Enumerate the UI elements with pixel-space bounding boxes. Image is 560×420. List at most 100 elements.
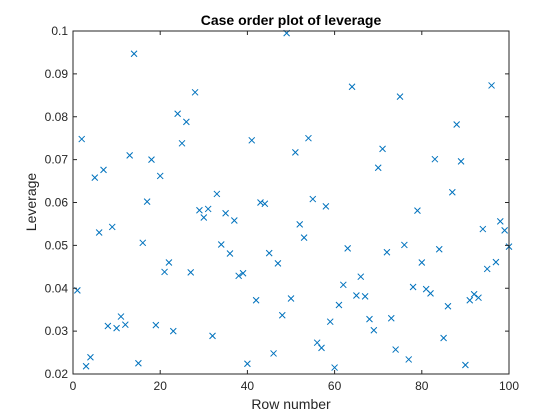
y-tick-label: 0.07 (45, 153, 69, 167)
data-point (401, 241, 408, 249)
data-point (152, 321, 160, 329)
data-point (466, 296, 474, 304)
y-tick-label: 0.02 (45, 367, 69, 381)
data-point (475, 294, 482, 302)
data-point (435, 245, 443, 253)
data-point (135, 359, 142, 367)
x-tick-label: 60 (328, 379, 342, 393)
data-point (448, 188, 456, 196)
data-point (462, 361, 469, 369)
data-point (278, 311, 286, 319)
data-point (156, 172, 164, 180)
data-point (440, 334, 447, 342)
data-point (405, 356, 413, 363)
data-point (200, 214, 208, 221)
data-point (82, 362, 90, 370)
y-tick-label: 0.06 (45, 196, 69, 210)
y-tick-label: 0.05 (45, 238, 69, 252)
data-point (139, 239, 147, 247)
y-tick-label: 0.1 (51, 24, 68, 38)
data-point (483, 265, 491, 273)
data-point (348, 83, 356, 91)
data-point (318, 344, 325, 352)
y-tick-label: 0.08 (45, 110, 69, 124)
data-point (165, 259, 173, 266)
data-point (91, 174, 99, 181)
data-point (335, 301, 343, 309)
data-point (196, 206, 203, 214)
data-point (117, 313, 125, 320)
y-tick-label: 0.04 (45, 281, 69, 295)
data-point (239, 269, 247, 277)
data-point (457, 157, 465, 165)
data-point (126, 151, 134, 159)
data-point (191, 88, 199, 96)
x-tick-label: 40 (241, 379, 255, 393)
data-point (270, 350, 277, 357)
data-point (418, 259, 426, 266)
data-point (174, 110, 181, 118)
data-point (470, 290, 478, 298)
data-point (265, 249, 273, 257)
data-point (296, 221, 304, 228)
data-point (322, 203, 330, 210)
data-point (204, 205, 212, 213)
data-point (453, 121, 461, 128)
data-point (213, 190, 221, 198)
data-point (100, 166, 107, 174)
x-tick-label: 0 (70, 379, 77, 393)
data-point (488, 82, 495, 89)
data-point (178, 139, 186, 147)
data-point (252, 296, 260, 304)
data-point (313, 339, 321, 347)
data-point (366, 315, 373, 323)
data-point (248, 136, 256, 144)
x-tick-label: 20 (154, 379, 168, 393)
data-point (230, 217, 238, 224)
data-point (357, 273, 365, 281)
data-point (222, 209, 229, 217)
x-axis-label: Row number (251, 396, 331, 412)
data-point (496, 218, 504, 225)
data-point (161, 268, 168, 276)
data-point (305, 134, 312, 142)
data-point (431, 155, 439, 163)
data-point (339, 281, 347, 289)
data-point (121, 321, 129, 329)
data-point (130, 50, 138, 58)
data-point (274, 260, 282, 267)
data-point (326, 318, 334, 326)
x-tick-label: 80 (415, 379, 429, 393)
data-point (209, 332, 216, 340)
chart-title: Case order plot of leverage (201, 12, 382, 28)
data-point (444, 302, 452, 310)
data-point (78, 135, 86, 143)
data-point (392, 346, 399, 353)
data-point (501, 227, 508, 234)
data-point (143, 198, 151, 205)
plot-area (73, 31, 509, 374)
data-point (396, 93, 404, 100)
data-point (187, 269, 195, 276)
data-point (374, 164, 382, 172)
data-point (104, 322, 112, 330)
data-point (409, 283, 417, 291)
marker-layer (74, 29, 513, 371)
y-axis-label: Leverage (23, 173, 39, 232)
data-point (353, 292, 360, 299)
data-point (113, 324, 120, 332)
data-point (87, 353, 94, 361)
data-point (292, 148, 299, 156)
y-axis-ticks: 0.02 0.03 0.04 0.05 0.06 0.07 0.08 0.09 0.1 (45, 24, 509, 381)
data-point (226, 250, 234, 257)
data-point (169, 327, 177, 335)
data-point (235, 272, 243, 280)
data-point (370, 326, 378, 334)
y-tick-label: 0.09 (45, 67, 69, 81)
data-point (183, 118, 190, 126)
data-point (257, 199, 264, 206)
data-point (479, 225, 487, 233)
data-point (361, 293, 369, 300)
data-point (331, 364, 338, 371)
